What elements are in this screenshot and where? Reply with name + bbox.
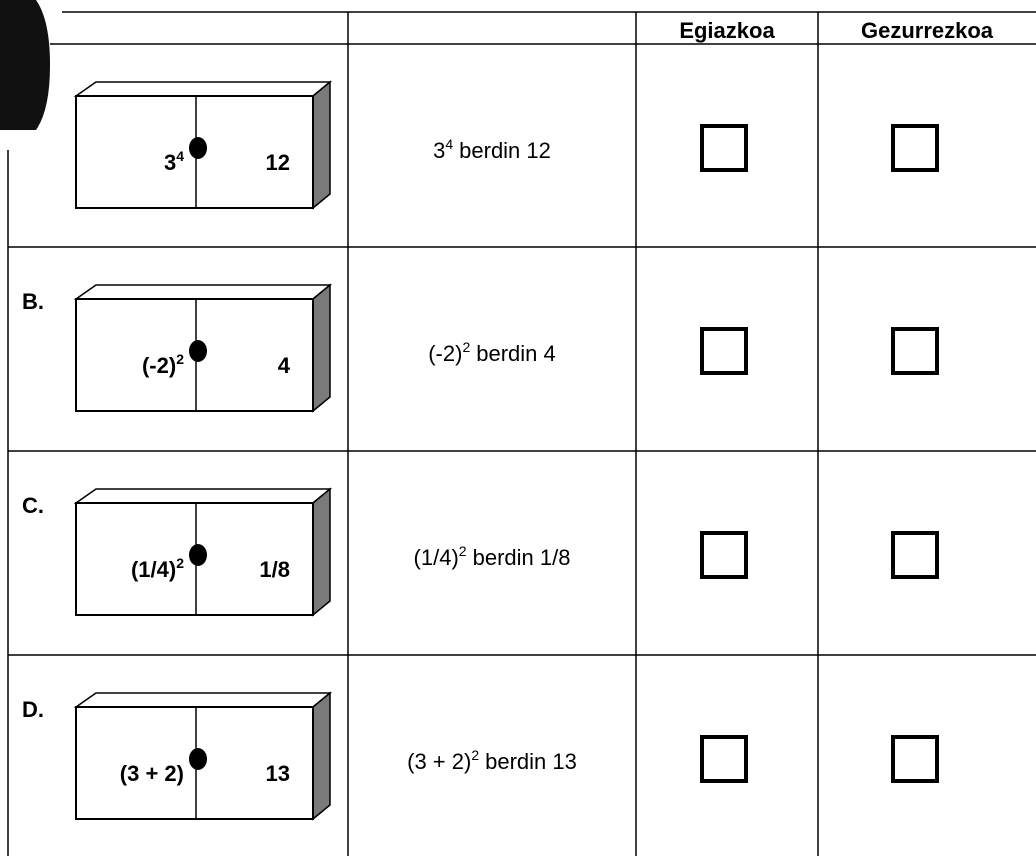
statement-exponent: 4 xyxy=(445,136,454,152)
checkbox-false[interactable] xyxy=(891,735,939,783)
checkbox-true[interactable] xyxy=(700,327,748,375)
domino-side xyxy=(312,80,331,210)
domino-top xyxy=(73,284,333,300)
domino-left: 34 xyxy=(163,149,184,175)
domino-dot xyxy=(189,748,207,770)
statement-expression: 3 xyxy=(433,138,446,163)
domino-face xyxy=(75,95,314,209)
row-label: C. xyxy=(22,495,44,517)
label-text: B. xyxy=(22,289,44,314)
statement-exponent: 2 xyxy=(462,339,471,355)
header-cell: Gezurrezkoa xyxy=(860,18,994,43)
domino-right-text: 12 xyxy=(265,150,290,175)
domino-right-text: 1/8 xyxy=(259,557,290,582)
statement: 34 berdin 12 xyxy=(348,137,636,163)
domino-top xyxy=(73,692,333,708)
domino-left-text: (3 + 2) xyxy=(119,761,184,786)
statement-expression: (1/4) xyxy=(413,545,459,570)
domino-dot xyxy=(189,137,207,159)
statement: (3 + 2)2 berdin 13 xyxy=(348,748,636,774)
domino-right: 13 xyxy=(266,763,290,785)
checkbox-true[interactable] xyxy=(700,735,748,783)
header-cell: Egiazkoa xyxy=(679,18,775,43)
statement-expression: (3 + 2) xyxy=(407,749,472,774)
domino-exponent: 4 xyxy=(176,148,184,164)
statement-text: berdin 1/8 xyxy=(472,545,571,570)
statement-exponent: 2 xyxy=(471,747,480,763)
checkbox-false[interactable] xyxy=(891,327,939,375)
domino-left-text: (1/4) xyxy=(130,557,177,582)
checkbox-true[interactable] xyxy=(700,124,748,172)
domino-exponent: 2 xyxy=(176,351,184,367)
domino-right: 1/8 xyxy=(259,559,290,581)
domino-top xyxy=(73,488,333,504)
row-label: D. xyxy=(22,699,44,721)
domino-left-text: (-2) xyxy=(141,353,177,378)
domino-top xyxy=(73,81,333,97)
statement-text: berdin 4 xyxy=(476,341,556,366)
corner-blob xyxy=(0,0,50,130)
domino-left: (3 + 2) xyxy=(120,763,184,785)
statement-text: berdin 12 xyxy=(459,138,551,163)
domino-side xyxy=(312,487,331,617)
statement-exponent: 2 xyxy=(458,543,467,559)
domino-side xyxy=(312,283,331,413)
statement: (-2)2 berdin 4 xyxy=(348,340,636,366)
label-text: C. xyxy=(22,493,44,518)
domino-right: 12 xyxy=(266,152,290,174)
domino-left: (-2)2 xyxy=(141,352,184,378)
domino-dot xyxy=(189,544,207,566)
checkbox-false[interactable] xyxy=(891,531,939,579)
domino-right-text: 13 xyxy=(265,761,290,786)
grid xyxy=(7,11,1036,856)
checkbox-false[interactable] xyxy=(891,124,939,172)
domino-left-text: 3 xyxy=(163,150,177,175)
domino-left: (1/4)2 xyxy=(130,556,184,582)
domino-right: 4 xyxy=(278,355,290,377)
domino-right-text: 4 xyxy=(277,353,290,378)
statement-expression: (-2) xyxy=(428,341,463,366)
row-label: B. xyxy=(22,291,44,313)
domino-side xyxy=(312,691,331,821)
statement-text: berdin 13 xyxy=(485,749,577,774)
statement: (1/4)2 berdin 1/8 xyxy=(348,544,636,570)
label-text: D. xyxy=(22,697,44,722)
domino-exponent: 2 xyxy=(176,555,184,571)
checkbox-true[interactable] xyxy=(700,531,748,579)
domino-dot xyxy=(189,340,207,362)
